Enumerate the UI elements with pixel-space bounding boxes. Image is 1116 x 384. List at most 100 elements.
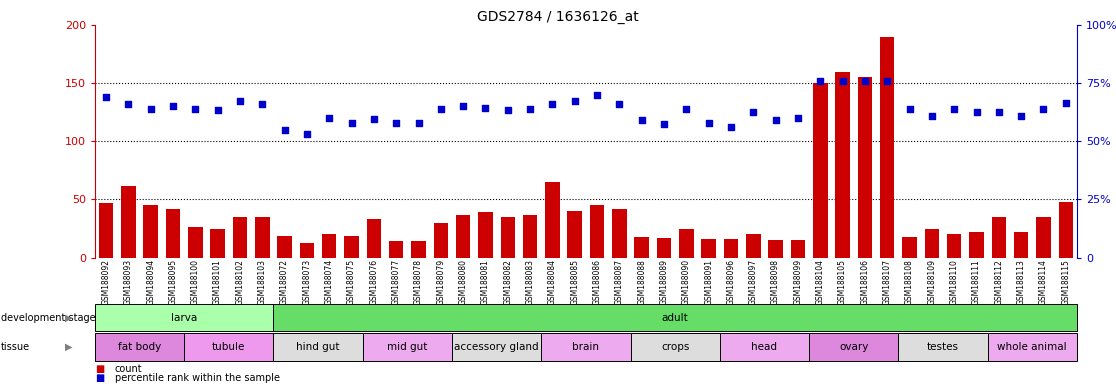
Point bbox=[1012, 113, 1030, 119]
Point bbox=[700, 120, 718, 126]
Point bbox=[856, 78, 874, 84]
Text: ■: ■ bbox=[95, 373, 104, 383]
Bar bbox=[501, 217, 514, 258]
Point bbox=[789, 115, 807, 121]
Point bbox=[119, 101, 137, 107]
Point bbox=[990, 109, 1008, 115]
Bar bbox=[1058, 202, 1074, 258]
Bar bbox=[812, 83, 828, 258]
Bar bbox=[366, 219, 381, 258]
Point bbox=[633, 117, 651, 123]
Bar bbox=[411, 242, 425, 258]
Point bbox=[164, 103, 182, 109]
Bar bbox=[567, 211, 583, 258]
Text: crops: crops bbox=[661, 342, 690, 352]
Point bbox=[97, 94, 115, 100]
Bar bbox=[634, 237, 648, 258]
Bar bbox=[590, 205, 605, 258]
Bar bbox=[612, 209, 626, 258]
Bar bbox=[857, 77, 872, 258]
Bar bbox=[879, 36, 894, 258]
Point bbox=[968, 109, 985, 115]
Bar bbox=[389, 242, 404, 258]
Point bbox=[276, 127, 294, 133]
Point bbox=[811, 78, 829, 84]
Point bbox=[543, 101, 561, 107]
Point bbox=[1035, 106, 1052, 112]
Point bbox=[432, 106, 450, 112]
Point bbox=[387, 120, 405, 126]
Point bbox=[209, 107, 227, 113]
Text: ovary: ovary bbox=[839, 342, 868, 352]
Point bbox=[901, 106, 918, 112]
Point bbox=[744, 109, 762, 115]
Text: ▶: ▶ bbox=[66, 313, 73, 323]
Bar bbox=[1013, 232, 1029, 258]
Text: development stage: development stage bbox=[1, 313, 96, 323]
Text: brain: brain bbox=[573, 342, 599, 352]
Bar bbox=[1036, 217, 1050, 258]
Bar bbox=[278, 235, 292, 258]
Point bbox=[923, 113, 941, 119]
Point bbox=[521, 106, 539, 112]
Bar bbox=[165, 209, 181, 258]
Bar bbox=[991, 217, 1006, 258]
Bar bbox=[522, 215, 537, 258]
Text: GDS2784 / 1636126_at: GDS2784 / 1636126_at bbox=[478, 10, 638, 23]
Text: head: head bbox=[751, 342, 778, 352]
Point bbox=[320, 115, 338, 121]
Bar bbox=[233, 217, 248, 258]
Bar bbox=[946, 234, 961, 258]
Point bbox=[566, 98, 584, 104]
Bar bbox=[902, 237, 916, 258]
Point bbox=[834, 78, 852, 84]
Point bbox=[343, 120, 360, 126]
Point bbox=[142, 106, 160, 112]
Bar bbox=[433, 223, 449, 258]
Point bbox=[253, 101, 271, 107]
Bar bbox=[323, 234, 337, 258]
Bar bbox=[790, 240, 805, 258]
Text: larva: larva bbox=[171, 313, 198, 323]
Text: tissue: tissue bbox=[1, 342, 30, 352]
Text: testes: testes bbox=[927, 342, 959, 352]
Bar bbox=[345, 235, 359, 258]
Bar bbox=[546, 182, 559, 258]
Bar bbox=[210, 228, 225, 258]
Bar bbox=[99, 203, 114, 258]
Text: count: count bbox=[115, 364, 143, 374]
Bar bbox=[835, 71, 849, 258]
Text: accessory gland: accessory gland bbox=[454, 342, 539, 352]
Text: adult: adult bbox=[662, 313, 689, 323]
Bar bbox=[456, 215, 471, 258]
Point bbox=[677, 106, 695, 112]
Text: percentile rank within the sample: percentile rank within the sample bbox=[115, 373, 280, 383]
Text: whole animal: whole animal bbox=[998, 342, 1067, 352]
Point bbox=[365, 116, 383, 122]
Bar bbox=[701, 239, 715, 258]
Bar bbox=[656, 238, 671, 258]
Text: mid gut: mid gut bbox=[387, 342, 427, 352]
Bar bbox=[478, 212, 493, 258]
Text: hind gut: hind gut bbox=[297, 342, 339, 352]
Bar bbox=[299, 243, 315, 258]
Bar bbox=[122, 185, 136, 258]
Point bbox=[722, 124, 740, 131]
Point bbox=[945, 106, 963, 112]
Point bbox=[454, 103, 472, 109]
Bar bbox=[747, 234, 761, 258]
Text: ■: ■ bbox=[95, 364, 104, 374]
Text: tubule: tubule bbox=[212, 342, 246, 352]
Bar bbox=[187, 227, 203, 258]
Point bbox=[878, 78, 896, 84]
Point bbox=[1057, 100, 1075, 106]
Point bbox=[588, 92, 606, 98]
Bar bbox=[768, 240, 782, 258]
Bar bbox=[143, 205, 158, 258]
Bar bbox=[924, 228, 939, 258]
Bar bbox=[723, 239, 739, 258]
Point bbox=[767, 117, 785, 123]
Point bbox=[655, 121, 673, 127]
Text: fat body: fat body bbox=[118, 342, 161, 352]
Point bbox=[186, 106, 204, 112]
